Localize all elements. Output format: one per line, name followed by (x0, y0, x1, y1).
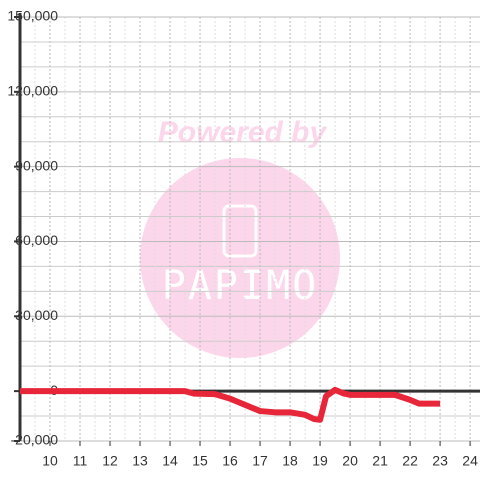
x-tick-label: 15 (192, 453, 208, 469)
x-tick-label: 13 (132, 453, 148, 469)
y-tick-label: 90,000 (15, 157, 58, 173)
watermark-text: Powered by (158, 116, 328, 149)
x-tick-label: 19 (312, 453, 328, 469)
x-tick-label: 11 (73, 453, 88, 469)
watermark-circle (140, 158, 340, 358)
x-tick-label: 21 (372, 453, 388, 469)
y-tick-label: 30,000 (15, 307, 58, 323)
x-tick-label: 22 (402, 453, 418, 469)
y-tick-label: 150,000 (7, 8, 58, 24)
y-tick-label: -20,000 (11, 432, 59, 448)
watermark-icon (222, 204, 258, 258)
x-tick-label: 24 (462, 453, 478, 469)
series-line (20, 386, 441, 423)
x-tick-label: 14 (162, 453, 178, 469)
y-tick-label: 60,000 (15, 232, 58, 248)
x-tick-label: 18 (282, 453, 298, 469)
plot (20, 386, 441, 423)
x-tick-label: 10 (42, 453, 58, 469)
x-tick-label: 20 (342, 453, 358, 469)
x-tick-label: 12 (102, 453, 118, 469)
grid: -20,000030,00060,00090,000120,000150,000… (7, 8, 480, 469)
x-tick-label: 16 (222, 453, 238, 469)
y-tick-label: 120,000 (7, 83, 58, 99)
x-tick-label: 23 (432, 453, 448, 469)
x-tick-label: 17 (252, 453, 268, 469)
